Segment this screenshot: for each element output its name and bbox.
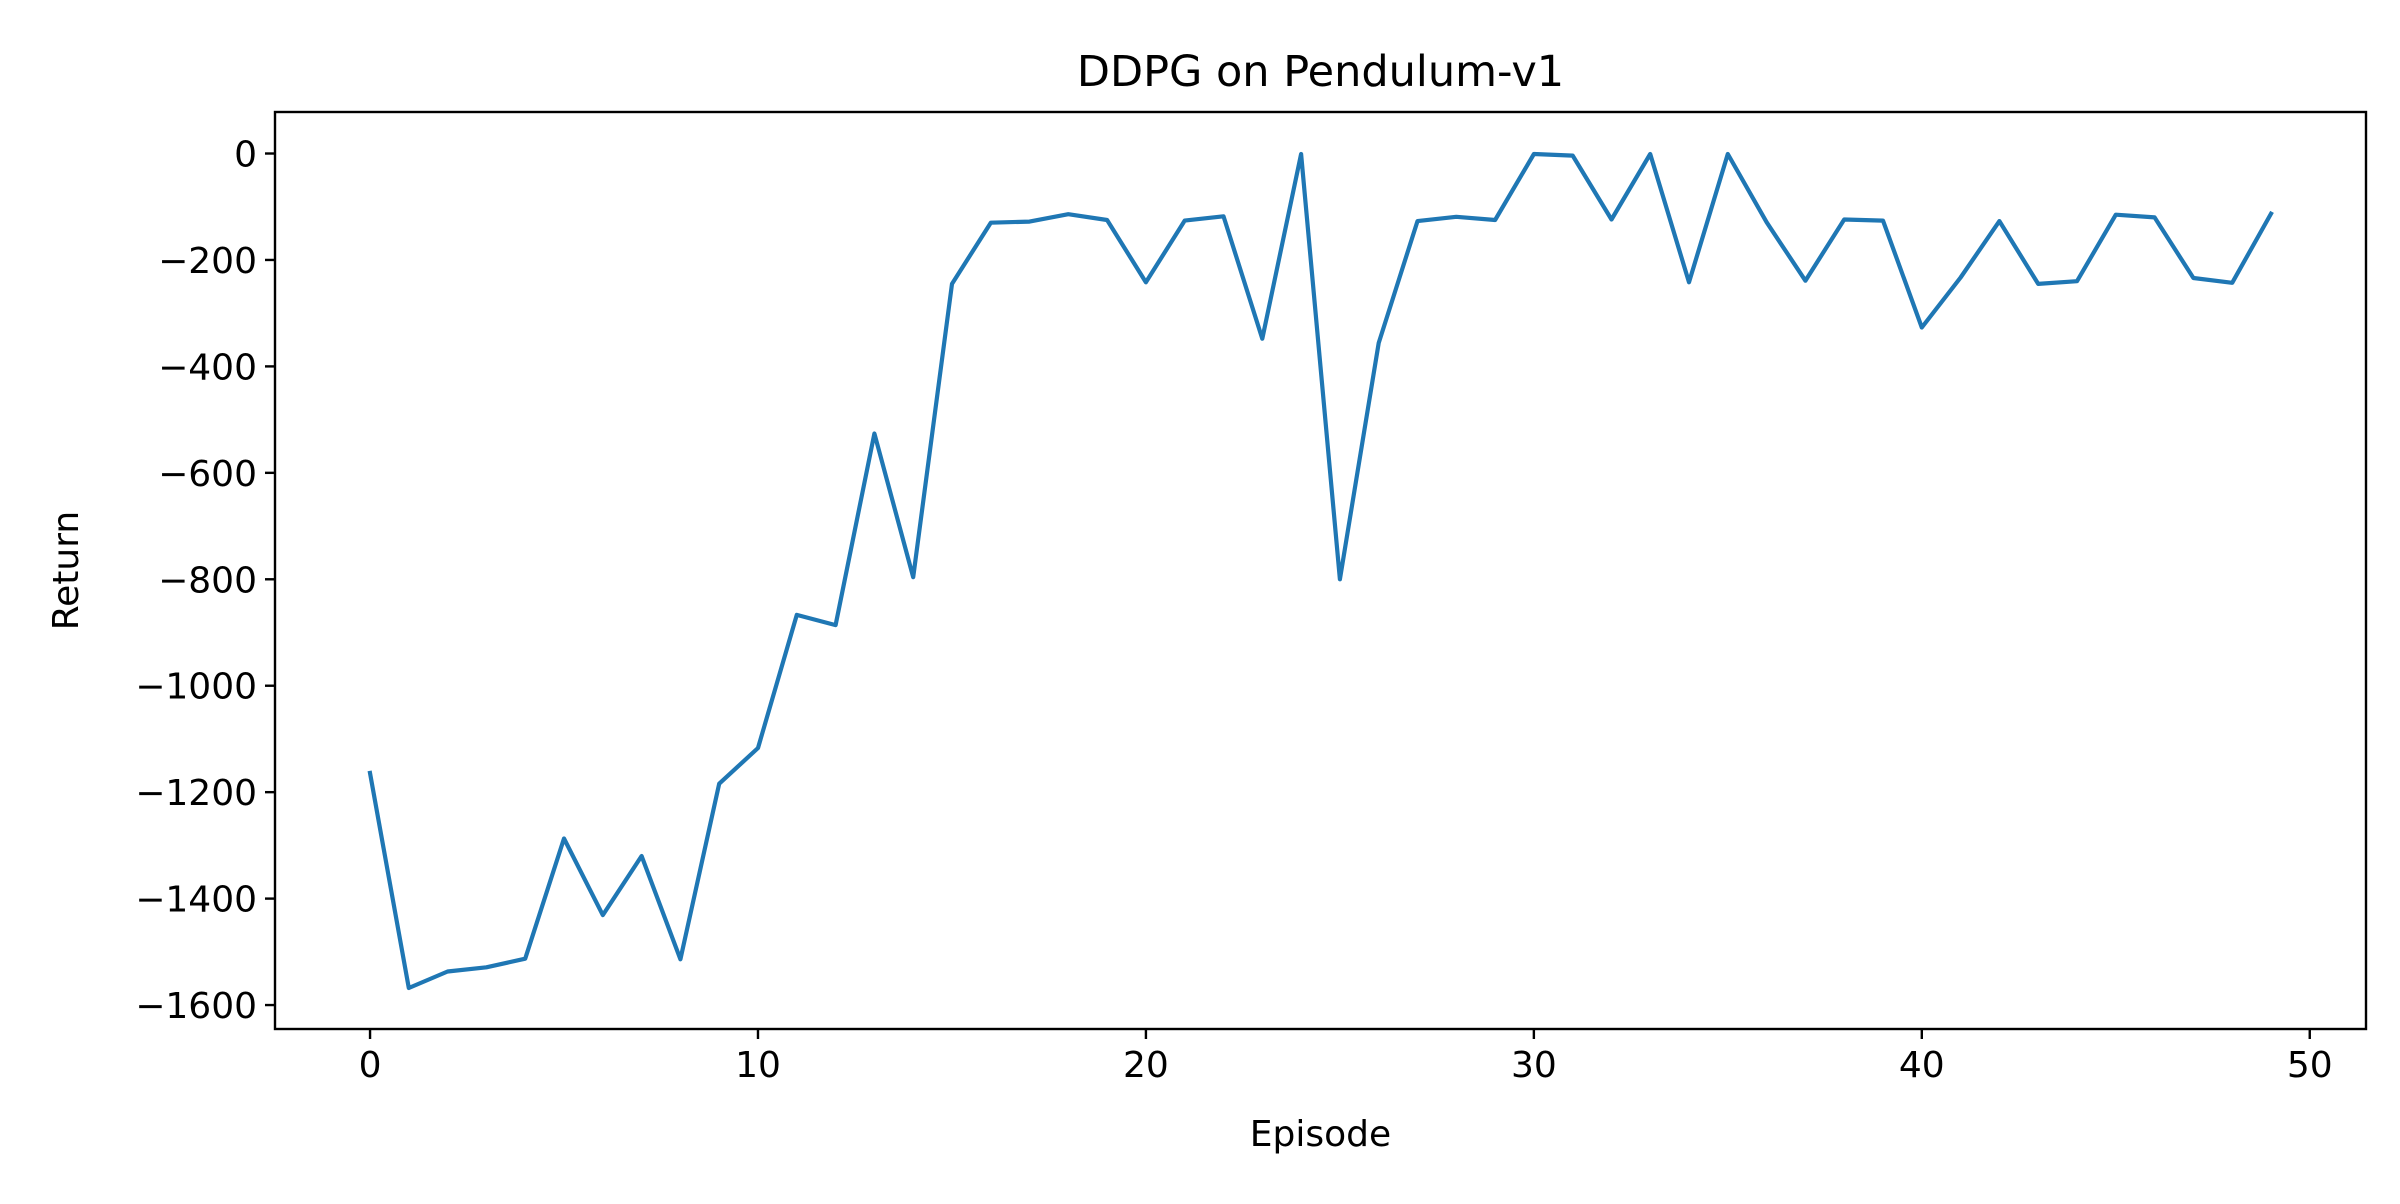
- x-tick-label: 40: [1899, 1045, 1945, 1086]
- axes-frame: [273, 110, 2368, 1031]
- y-tick-label: −1600: [135, 986, 257, 1027]
- y-tick-label: −600: [158, 454, 257, 495]
- x-tick-label: 20: [1123, 1045, 1169, 1086]
- chart-title: DDPG on Pendulum-v1: [1077, 47, 1564, 97]
- plot-area: [367, 151, 2274, 991]
- y-tick-label: −1200: [135, 773, 257, 814]
- y-tick-label: −400: [158, 347, 257, 388]
- y-axis: 0 −200 −400 −600 −800 −1000 −1200 −1400 −1600: [135, 135, 275, 1027]
- y-tick-label: 0: [234, 135, 257, 176]
- y-tick-label: −800: [158, 560, 257, 601]
- x-axis-label: Episode: [1250, 1114, 1391, 1155]
- y-axis-label: Return: [46, 511, 87, 630]
- x-tick-label: 0: [359, 1045, 382, 1086]
- x-tick-label: 50: [2287, 1045, 2333, 1086]
- x-tick-label: 30: [1511, 1045, 1557, 1086]
- y-tick-label: −1000: [135, 667, 257, 708]
- x-tick-label: 10: [735, 1045, 781, 1086]
- x-axis: 0 10 20 30 40 50: [359, 1029, 2333, 1086]
- y-tick-label: −200: [158, 241, 257, 282]
- y-tick-label: −1400: [135, 880, 257, 921]
- return-series-line: [367, 151, 2274, 991]
